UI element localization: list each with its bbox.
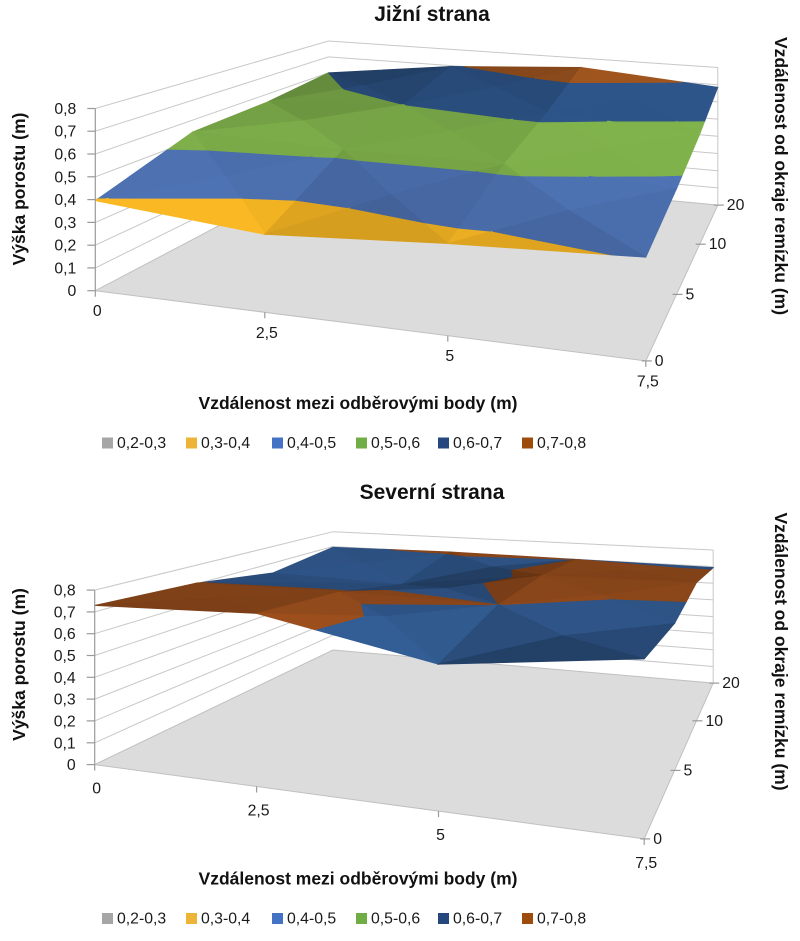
svg-text:0,8: 0,8 [54,101,76,118]
svg-text:2,5: 2,5 [248,803,270,820]
svg-text:Vzdálenost mezi odběrovými bod: Vzdálenost mezi odběrovými body (m) [199,393,518,413]
svg-text:0,4: 0,4 [54,670,76,687]
svg-text:0,2: 0,2 [54,713,76,730]
svg-text:0,6: 0,6 [54,626,76,643]
svg-text:0,1: 0,1 [54,735,76,752]
svg-text:20: 20 [722,675,740,692]
svg-text:0,8: 0,8 [54,583,76,600]
svg-text:0,7-0,8: 0,7-0,8 [537,435,586,452]
svg-text:Vzdálenost od okraje remízku (: Vzdálenost od okraje remízku (m) [771,512,791,790]
svg-text:7,5: 7,5 [635,855,657,872]
svg-text:0,3-0,4: 0,3-0,4 [201,911,250,928]
svg-text:Výška porostu (m): Výška porostu (m) [9,113,29,266]
svg-text:0,5-0,6: 0,5-0,6 [371,435,420,452]
svg-text:Vzdálenost mezi odběrovými bod: Vzdálenost mezi odběrovými body (m) [199,869,518,889]
svg-text:0,3: 0,3 [54,692,76,709]
svg-text:Vzdálenost od okraje remízku (: Vzdálenost od okraje remízku (m) [771,37,791,315]
svg-text:5: 5 [684,762,693,779]
svg-text:0,7: 0,7 [54,124,76,141]
svg-text:0: 0 [67,757,76,774]
svg-text:Jižní strana: Jižní strana [374,3,490,26]
svg-text:7,5: 7,5 [637,373,659,390]
svg-text:5: 5 [436,827,445,844]
svg-text:10: 10 [706,713,724,730]
svg-text:0,6-0,7: 0,6-0,7 [453,911,502,928]
svg-text:0: 0 [653,831,662,848]
svg-text:0,7: 0,7 [54,604,76,621]
svg-text:Výška porostu (m): Výška porostu (m) [9,588,29,741]
svg-text:0: 0 [92,781,101,798]
svg-text:0,2-0,3: 0,2-0,3 [117,911,166,928]
svg-text:0,2: 0,2 [54,238,76,255]
svg-text:10: 10 [709,236,727,253]
svg-text:0,5: 0,5 [54,169,76,186]
svg-text:0,6: 0,6 [54,147,76,164]
svg-text:0: 0 [68,283,77,300]
svg-text:0,3-0,4: 0,3-0,4 [201,435,250,452]
svg-text:0: 0 [655,353,664,370]
svg-text:Severní strana: Severní strana [360,481,505,504]
svg-text:0,4-0,5: 0,4-0,5 [287,435,336,452]
svg-text:0,5: 0,5 [54,648,76,665]
svg-text:0,6-0,7: 0,6-0,7 [453,435,502,452]
svg-text:5: 5 [686,286,695,303]
svg-text:0,2-0,3: 0,2-0,3 [117,435,166,452]
svg-text:0,1: 0,1 [54,260,76,277]
svg-text:0,7-0,8: 0,7-0,8 [537,911,586,928]
svg-text:0,3: 0,3 [54,215,76,232]
svg-text:0,4: 0,4 [54,192,76,209]
svg-text:0,5-0,6: 0,5-0,6 [371,911,420,928]
svg-text:20: 20 [727,197,745,214]
svg-text:2,5: 2,5 [256,325,278,342]
svg-text:0: 0 [93,303,102,320]
svg-text:5: 5 [445,348,454,365]
svg-text:0,4-0,5: 0,4-0,5 [287,911,336,928]
